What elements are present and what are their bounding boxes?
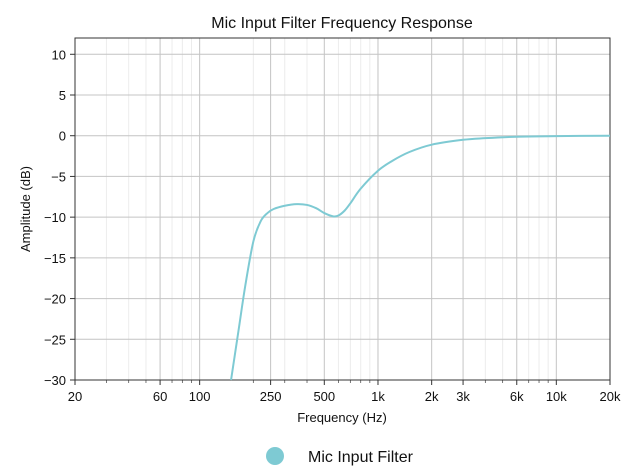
x-tick-label: 2k [425,389,439,404]
x-axis-title: Frequency (Hz) [297,410,387,425]
series-line-mic-input-filter [230,134,611,381]
x-tick-label: 60 [153,389,167,404]
x-tick-label: 500 [313,389,335,404]
legend[interactable]: Mic Input Filter [266,447,414,466]
y-tick-label: −10 [44,210,66,225]
plot-area-frame [74,37,611,381]
y-tick-label: −5 [51,169,66,184]
major-gridlines [74,38,611,381]
y-tick-label: −30 [44,373,66,388]
minor-gridlines [105,38,549,383]
x-tick-label: 100 [189,389,211,404]
y-axis-ticks: 10 5 0 −5 −10 −15 −20 −25 −30 [44,47,75,388]
y-tick-label: −15 [44,251,66,266]
x-axis-ticks: 20 60 100 250 500 1k 2k 3k 6k 10k 20k [68,380,621,404]
x-tick-label: 20k [600,389,621,404]
x-tick-label: 20 [68,389,82,404]
x-tick-label: 10k [546,389,567,404]
y-axis-title: Amplitude (dB) [18,166,33,252]
y-tick-label: 5 [59,88,66,103]
x-tick-label: 6k [510,389,524,404]
y-tick-label: 10 [52,47,66,62]
legend-label: Mic Input Filter [308,449,414,466]
x-tick-label: 1k [371,389,385,404]
y-tick-label: −25 [44,332,66,347]
series-layer [230,134,611,381]
legend-marker [266,447,284,465]
chart-title: Mic Input Filter Frequency Response [211,15,473,32]
x-tick-label: 250 [260,389,282,404]
y-tick-label: −20 [44,292,66,307]
x-tick-label: 3k [456,389,470,404]
y-tick-label: 0 [59,129,66,144]
